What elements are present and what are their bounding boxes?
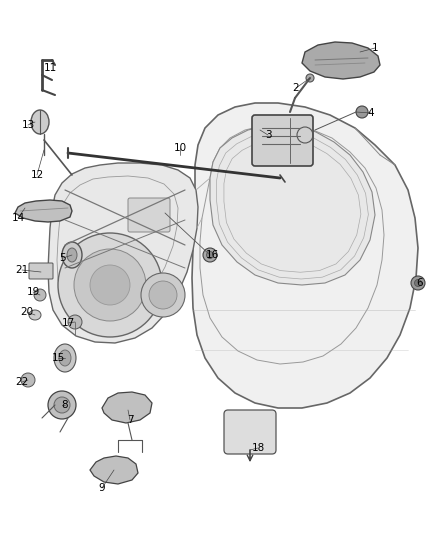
Text: 9: 9 (99, 483, 105, 493)
Ellipse shape (356, 106, 368, 118)
Text: 16: 16 (205, 250, 219, 260)
Polygon shape (102, 392, 152, 423)
Text: 5: 5 (60, 253, 66, 263)
Polygon shape (192, 103, 418, 408)
Ellipse shape (411, 276, 425, 290)
Text: 14: 14 (11, 213, 25, 223)
Polygon shape (302, 42, 380, 79)
Text: 17: 17 (61, 318, 74, 328)
Ellipse shape (203, 248, 217, 262)
Text: 19: 19 (26, 287, 39, 297)
Ellipse shape (62, 242, 82, 268)
Ellipse shape (306, 74, 314, 82)
Ellipse shape (21, 373, 35, 387)
Ellipse shape (68, 315, 82, 329)
Ellipse shape (414, 279, 421, 287)
Circle shape (74, 249, 146, 321)
Polygon shape (15, 200, 72, 222)
Text: 7: 7 (127, 415, 133, 425)
Text: 3: 3 (265, 130, 271, 140)
Text: 13: 13 (21, 120, 35, 130)
Text: 10: 10 (173, 143, 187, 153)
Text: 22: 22 (15, 377, 28, 387)
Text: 2: 2 (293, 83, 299, 93)
Circle shape (141, 273, 185, 317)
Text: 18: 18 (251, 443, 265, 453)
Ellipse shape (54, 397, 70, 413)
Circle shape (58, 233, 162, 337)
Circle shape (90, 265, 130, 305)
Text: 20: 20 (21, 307, 34, 317)
Ellipse shape (67, 248, 77, 262)
FancyBboxPatch shape (224, 410, 276, 454)
Text: 6: 6 (417, 278, 423, 288)
Ellipse shape (34, 289, 46, 301)
Ellipse shape (206, 252, 213, 259)
Ellipse shape (59, 350, 71, 366)
Text: 12: 12 (30, 170, 44, 180)
Circle shape (149, 281, 177, 309)
Polygon shape (210, 125, 375, 285)
FancyBboxPatch shape (29, 263, 53, 279)
Polygon shape (90, 456, 138, 484)
Text: 8: 8 (62, 400, 68, 410)
Text: 4: 4 (367, 108, 374, 118)
Ellipse shape (54, 344, 76, 372)
FancyBboxPatch shape (128, 198, 170, 232)
FancyBboxPatch shape (252, 115, 313, 166)
Ellipse shape (48, 391, 76, 419)
Text: 1: 1 (372, 43, 378, 53)
Text: 11: 11 (43, 63, 57, 73)
Ellipse shape (31, 110, 49, 134)
Text: 15: 15 (51, 353, 65, 363)
Text: 21: 21 (15, 265, 28, 275)
Polygon shape (48, 163, 198, 343)
Ellipse shape (29, 310, 41, 320)
